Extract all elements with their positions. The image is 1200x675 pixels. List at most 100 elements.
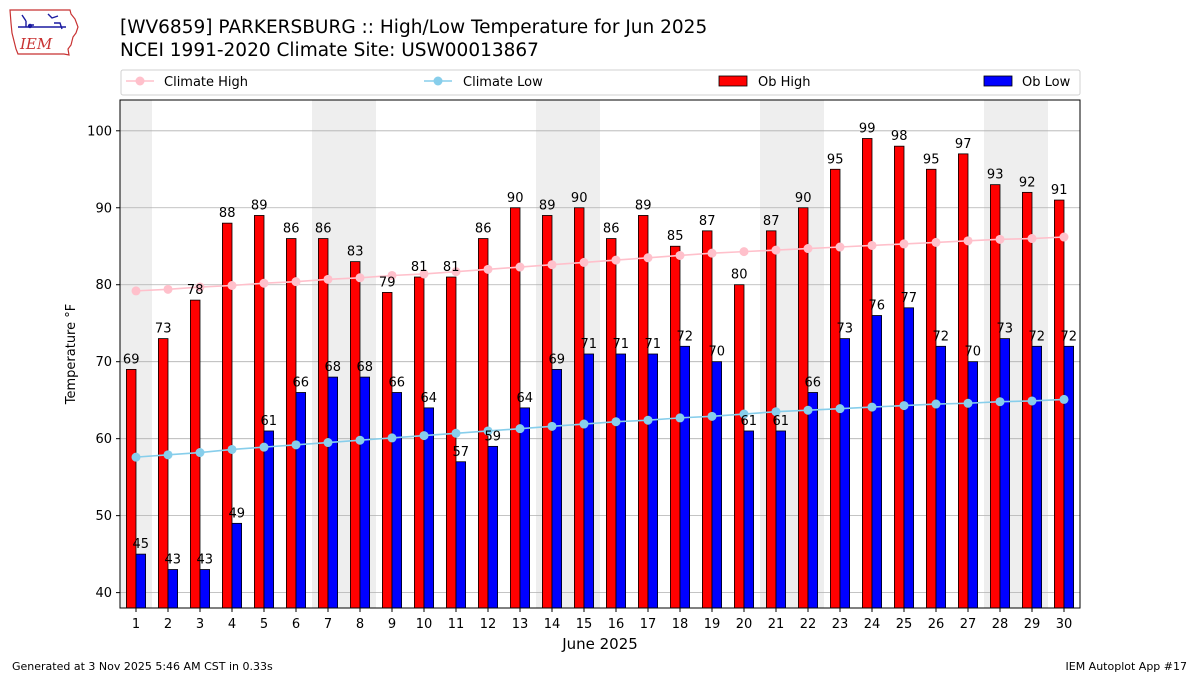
ob-low-bar (167, 569, 179, 609)
climate-low-point (803, 405, 813, 415)
ob-low-value-label: 66 (805, 375, 822, 390)
climate-high-point (579, 257, 589, 267)
climate-high-point (131, 286, 141, 296)
climate-high-point (1059, 232, 1069, 242)
ob-high-bar (990, 184, 1001, 609)
chart-title-line1: [WV6859] PARKERSBURG :: High/Low Tempera… (120, 17, 708, 38)
ob-low-bar (455, 461, 467, 609)
ob-high-value-label: 90 (795, 191, 812, 206)
x-tick-label: 1 (132, 617, 140, 632)
ob-low-value-label: 71 (613, 337, 630, 352)
climate-high-point (451, 267, 461, 277)
ob-low-value-label: 68 (325, 360, 342, 375)
climate-high-point (899, 239, 909, 249)
climate-low-point (611, 417, 621, 427)
climate-high-point (547, 260, 557, 270)
x-tick-label: 12 (480, 617, 497, 632)
ob-high-value-label: 81 (411, 260, 428, 275)
ob-high-bar (221, 222, 233, 609)
x-tick-label: 8 (356, 617, 364, 632)
ob-low-bar (359, 376, 371, 609)
ob-high-value-label: 95 (923, 152, 940, 167)
ob-low-bar (231, 522, 243, 609)
ob-low-bar (967, 361, 979, 609)
ob-high-bar (958, 153, 969, 609)
climate-low-point (515, 424, 525, 434)
ob-high-bar (157, 338, 169, 609)
logo-text: IEM (19, 35, 53, 53)
x-tick-label: 29 (1024, 617, 1041, 632)
climate-high-point (771, 245, 781, 255)
climate-high-point (419, 269, 429, 279)
ob-high-bar (926, 168, 937, 609)
iowa-outline-icon (9, 9, 79, 56)
ob-high-value-label: 69 (123, 352, 140, 367)
ob-low-bar (551, 368, 563, 609)
climate-low-line (135, 398, 1065, 458)
ob-low-bar (743, 430, 755, 609)
ob-high-value-label: 91 (1051, 183, 1068, 198)
ob-high-bar (445, 276, 457, 609)
ob-high-value-label: 86 (603, 222, 620, 237)
ob-high-bar (670, 245, 681, 609)
ob-high-value-label: 73 (155, 322, 172, 337)
climate-low-point (483, 426, 493, 436)
climate-low-point (323, 438, 333, 448)
ob-low-bar (807, 392, 819, 609)
ob-low-value-label: 71 (645, 337, 662, 352)
ob-low-bar (839, 338, 851, 609)
ob-high-bar (1054, 199, 1065, 609)
ob-high-value-label: 93 (987, 168, 1004, 183)
x-tick-label: 30 (1056, 617, 1073, 632)
ob-high-bar (862, 138, 873, 609)
climate-high-point (387, 270, 397, 280)
ob-low-value-label: 72 (1061, 329, 1078, 344)
ob-low-bar (327, 376, 339, 609)
climate-high-point (515, 262, 525, 272)
x-tick-label: 4 (228, 617, 236, 632)
climate-high-point (611, 255, 621, 265)
climate-low-point (995, 397, 1005, 407)
x-tick-label: 23 (832, 617, 849, 632)
x-tick-label: 20 (736, 617, 753, 632)
y-tick-label: 60 (95, 432, 112, 447)
x-tick-label: 15 (576, 617, 593, 632)
legend-ob-high-label: Ob High (758, 75, 811, 90)
climate-high-point (835, 242, 845, 252)
ob-high-bar (638, 215, 649, 609)
ob-low-bar (615, 353, 627, 609)
climate-low-point (899, 401, 909, 411)
ob-low-value-label: 45 (133, 537, 150, 552)
climate-high-point (963, 236, 973, 246)
climate-low-point (419, 431, 429, 441)
ob-high-bar (413, 276, 425, 609)
ob-high-value-label: 85 (667, 229, 684, 244)
ob-high-value-label: 86 (315, 222, 332, 237)
ob-high-value-label: 89 (251, 198, 268, 213)
plot-frame (119, 99, 1081, 609)
x-tick-label: 25 (896, 617, 913, 632)
ob-high-bar (894, 145, 905, 609)
y-tick-label: 80 (95, 278, 112, 293)
ob-high-bar (830, 168, 841, 609)
climate-low-point (739, 409, 749, 419)
ob-high-value-label: 95 (827, 152, 844, 167)
ob-high-value-label: 81 (443, 260, 460, 275)
climate-low-point (1059, 394, 1069, 404)
x-tick-label: 28 (992, 617, 1009, 632)
climate-high-point (931, 237, 941, 247)
chart-title-line2: NCEI 1991-2020 Climate Site: USW00013867 (120, 40, 539, 61)
ob-low-value-label: 70 (965, 345, 982, 360)
x-tick-label: 21 (768, 617, 785, 632)
ob-high-value-label: 90 (507, 191, 524, 206)
ob-low-value-label: 66 (389, 375, 406, 390)
climate-low-point (835, 404, 845, 414)
ob-low-value-label: 76 (869, 299, 886, 314)
ob-low-value-label: 49 (229, 506, 246, 521)
y-tick-label: 90 (95, 201, 112, 216)
ob-low-bar (711, 361, 723, 609)
x-tick-label: 6 (292, 617, 300, 632)
ob-high-bar (542, 215, 553, 609)
climate-low-point (195, 448, 205, 458)
legend-ob-low-swatch (983, 75, 1013, 87)
